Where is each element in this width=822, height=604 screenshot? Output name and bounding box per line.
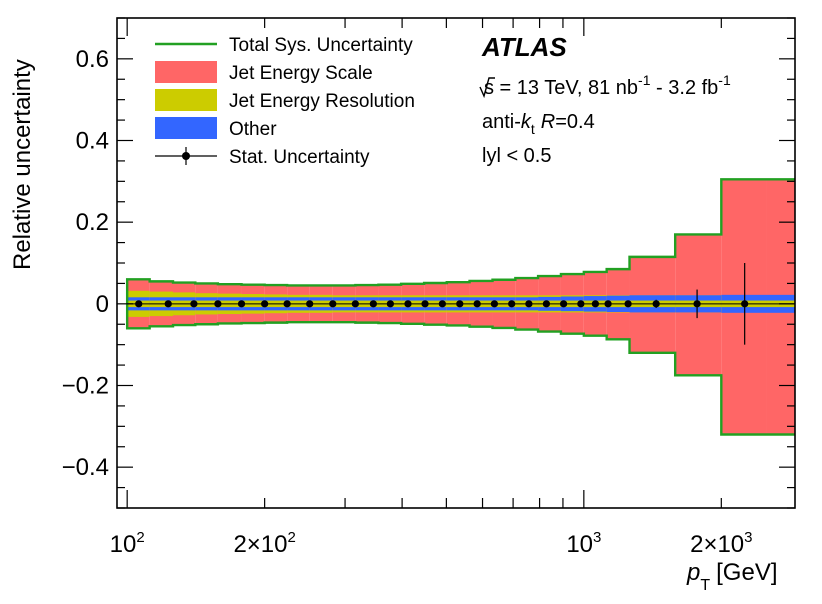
y-axis-label: Relative uncertainty	[9, 59, 36, 270]
stat-point	[693, 300, 701, 308]
legend-label: Stat. Uncertainty	[229, 147, 370, 168]
stat-point	[508, 300, 516, 308]
legend-label: Jet Energy Resolution	[229, 91, 415, 112]
rapidity-annotation: lyl < 0.5	[482, 145, 551, 167]
x-tick-label: 2×103	[690, 529, 752, 558]
ann-k: k	[521, 111, 532, 133]
stat-point	[456, 300, 464, 308]
y-tick-label: 0.2	[76, 209, 109, 236]
y-tick-label: −0.4	[62, 454, 109, 481]
stat-point	[329, 300, 337, 308]
stat-point	[237, 300, 246, 308]
stat-point	[624, 300, 632, 308]
x-tick-base: 10	[110, 531, 137, 558]
atlas-label: ATLAS	[481, 32, 567, 62]
x-axis-unit: [GeV]	[716, 559, 777, 586]
x-axis-label: pT [GeV]	[686, 559, 778, 594]
x-tick-base: 2×10	[690, 531, 744, 558]
energy-lumi-annotation: s = 13 TeV, 81 nb-1 - 3.2 fb-1	[484, 72, 731, 99]
total-sys-down-line	[125, 303, 795, 436]
legend-swatch-fill	[155, 61, 217, 83]
ann-mid: - 3.2 fb	[650, 77, 718, 99]
legend-label: Total Sys. Uncertainty	[229, 35, 413, 56]
stat-point	[190, 300, 198, 308]
stat-point	[591, 300, 599, 308]
stat-point	[438, 300, 446, 308]
stat-point	[421, 300, 429, 308]
jet-algo-annotation: anti-kt R=0.4	[482, 111, 595, 137]
y-axis-ticks: 0.6 0.4 0.2 0 −0.2 −0.4	[62, 17, 795, 509]
stat-point	[164, 300, 172, 308]
y-tick-label: −0.2	[62, 373, 109, 400]
x-tick-base: 2×10	[233, 531, 287, 558]
total-sys-up-line	[125, 178, 795, 304]
stat-point	[604, 300, 612, 308]
x-axis-ticks: 102 2×102 103 2×103	[110, 18, 753, 558]
y-tick-label: 0	[96, 291, 109, 318]
legend-label: Other	[229, 119, 277, 140]
stat-point	[386, 300, 394, 308]
ann-s: s	[484, 77, 494, 99]
y-tick-label: 0.6	[76, 46, 109, 73]
ann-anti: anti-	[482, 111, 521, 133]
ann-t: t	[531, 121, 535, 137]
x-tick-base: 10	[566, 531, 593, 558]
stat-point	[741, 300, 749, 308]
x-axis-sub: T	[700, 577, 710, 594]
legend-swatch-fill	[155, 89, 217, 111]
stat-point	[490, 300, 498, 308]
legend-swatch-marker	[182, 152, 190, 160]
x-axis-var: p	[686, 559, 700, 586]
sqrt-sign-icon	[479, 77, 495, 99]
x-tick-label: 102	[110, 529, 145, 558]
stat-point	[135, 300, 143, 308]
x-tick-label: 103	[566, 529, 601, 558]
ann-exp1: -1	[638, 72, 651, 88]
ann-energy: = 13 TeV, 81 nb	[494, 77, 638, 99]
stat-points	[135, 263, 749, 345]
stat-point	[525, 300, 533, 308]
legend-swatch-fill	[155, 117, 217, 139]
x-tick-label: 2×102	[233, 529, 295, 558]
x-tick-exp: 3	[593, 529, 601, 546]
legend-label: Jet Energy Scale	[229, 63, 373, 84]
stat-point	[560, 300, 568, 308]
stat-point	[369, 300, 377, 308]
ann-exp2: -1	[718, 72, 731, 88]
stat-point	[214, 300, 222, 308]
x-tick-exp: 2	[136, 529, 144, 546]
x-tick-exp: 2	[288, 529, 296, 546]
legend: Total Sys. Uncertainty Jet Energy Scale Je…	[155, 35, 415, 168]
y-tick-label: 0.4	[76, 128, 109, 155]
stat-point	[283, 300, 291, 308]
stat-point	[473, 300, 481, 308]
stat-point	[577, 300, 585, 308]
stat-point	[261, 300, 269, 308]
stat-point	[652, 300, 660, 308]
stat-point	[404, 300, 412, 308]
stat-point	[306, 300, 314, 308]
x-tick-exp: 3	[744, 529, 752, 546]
ann-rval: =0.4	[555, 111, 594, 133]
stat-point	[542, 300, 551, 308]
ann-R: R	[541, 111, 555, 133]
stat-point	[351, 300, 359, 308]
